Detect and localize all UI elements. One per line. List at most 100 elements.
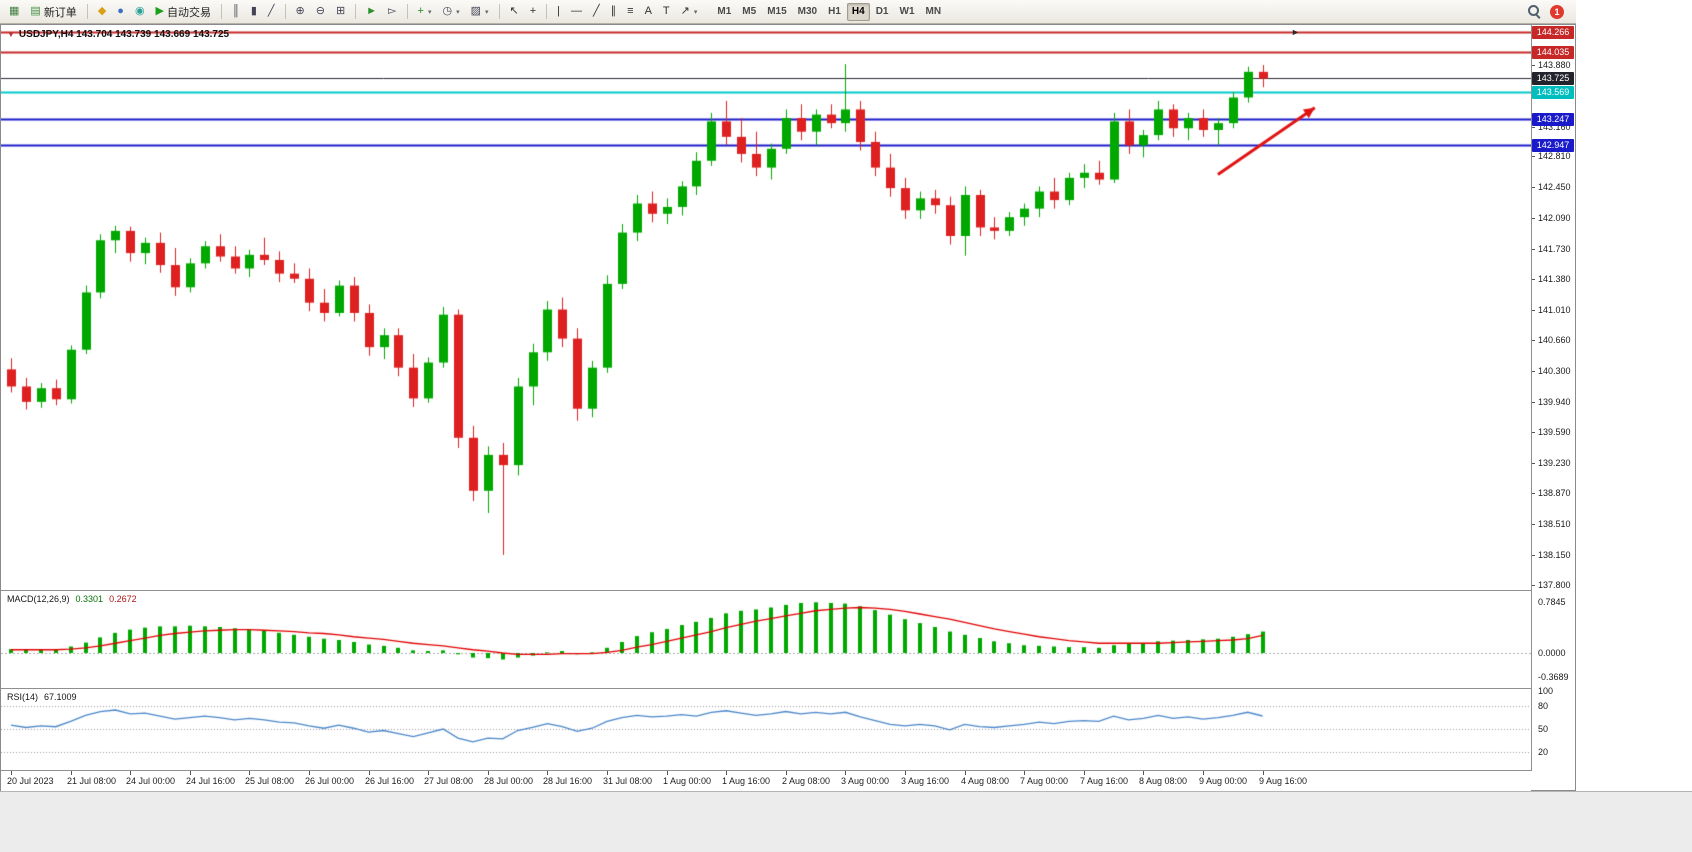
indicators-caret-icon: ▾	[427, 8, 432, 16]
timeframe-mn-button[interactable]: MN	[921, 3, 947, 21]
time-tick-mark	[428, 771, 429, 775]
price-tick-mark	[1532, 402, 1535, 403]
rsi-panel-canvas[interactable]	[1, 689, 1531, 770]
time-axis-label: 28 Jul 16:00	[543, 776, 593, 786]
price-level-box: 143.725	[1532, 72, 1574, 85]
macd-label: MACD(12,26,9) 0.3301 0.2672	[7, 594, 137, 604]
fibonacci-icon: ≡	[627, 5, 634, 17]
time-axis-label: 2 Aug 08:00	[782, 776, 831, 786]
profile-icon: ●	[117, 5, 124, 17]
toolbar-separator	[221, 4, 223, 19]
price-tick-label: 141.380	[1538, 274, 1571, 284]
trendline-button[interactable]: ╱	[588, 2, 605, 22]
timeframe-w1-button[interactable]: W1	[895, 3, 920, 21]
toolbar-right: 1	[1528, 4, 1572, 19]
new-order-button[interactable]: ▤ 新订单	[25, 2, 81, 22]
panel-separator[interactable]	[1, 688, 1575, 689]
cursor-button[interactable]: ↖	[505, 2, 524, 22]
time-tick-mark	[11, 771, 12, 775]
panel-separator[interactable]	[1, 590, 1575, 591]
vertical-line-button[interactable]: |	[552, 2, 565, 22]
new-chart-button[interactable]: ▦	[4, 2, 24, 22]
fibonacci-button[interactable]: ≡	[622, 2, 638, 22]
line-chart-button[interactable]: ╱	[263, 2, 280, 22]
profile-button[interactable]: ●	[112, 2, 129, 22]
price-level-box: 144.266	[1532, 26, 1574, 39]
autotrading-label: 自动交易	[167, 6, 212, 19]
timeframe-m1-button[interactable]: M1	[712, 3, 736, 21]
price-tick-label: 141.730	[1538, 244, 1571, 254]
time-tick-mark	[726, 771, 727, 775]
line-chart-icon: ╱	[267, 5, 275, 17]
time-tick-mark	[369, 771, 370, 775]
community-button[interactable]: ◉	[130, 2, 150, 22]
chart-shift-marker: ►	[1291, 27, 1300, 37]
candlestick-chart-button[interactable]: ▮	[246, 2, 262, 22]
crosshair-icon: +	[529, 5, 537, 17]
timeframe-m30-button[interactable]: M30	[793, 3, 822, 21]
horizontal-line-button[interactable]: —	[566, 2, 587, 22]
timeframe-h4-button[interactable]: H4	[846, 2, 870, 21]
macd-panel-canvas[interactable]	[1, 591, 1531, 688]
price-tick-mark	[1532, 187, 1535, 188]
time-axis-label: 21 Jul 08:00	[67, 776, 117, 786]
price-axis[interactable]: 143.880143.530143.160142.810142.450142.0…	[1532, 25, 1575, 771]
price-tick-label: 142.810	[1538, 151, 1571, 161]
timeframe-m15-button[interactable]: M15	[762, 3, 791, 21]
tile-windows-icon: ⊞	[335, 5, 346, 17]
toolbar-separator	[498, 4, 500, 19]
auto-scroll-button[interactable]: ►	[361, 2, 382, 22]
bar-chart-button[interactable]: ║	[227, 2, 245, 22]
timeframe-d1-button[interactable]: D1	[871, 3, 894, 21]
time-tick-mark	[130, 771, 131, 775]
macd-main-value: 0.3301	[75, 594, 104, 604]
candlestick-chart-icon: ▮	[250, 5, 257, 17]
price-level-box: 144.035	[1532, 46, 1574, 59]
cursor-icon: ↖	[509, 5, 519, 17]
equidistant-channel-button[interactable]: ∥	[606, 2, 622, 22]
time-axis[interactable]: 20 Jul 2023 21 Jul 08:00 24 Jul 00:00 24 Ju…	[1, 771, 1531, 791]
arrows-tool-caret-icon: ▾	[693, 8, 698, 16]
notification-badge[interactable]: 1	[1550, 4, 1564, 19]
autotrading-icon: ▶	[155, 5, 165, 17]
price-tick-label: 138.510	[1538, 519, 1571, 529]
chart-shift-button[interactable]: ▻	[383, 2, 401, 22]
periods-button[interactable]: ◷ ▾	[437, 2, 464, 22]
price-tick-mark	[1532, 585, 1535, 586]
price-level-box: 142.947	[1532, 139, 1574, 152]
time-tick-mark	[1084, 771, 1085, 775]
rsi-axis-label: 80	[1538, 701, 1549, 711]
equidistant-channel-icon: ∥	[610, 5, 617, 17]
tile-windows-button[interactable]: ⊞	[331, 2, 350, 22]
time-tick-mark	[845, 771, 846, 775]
price-tick-mark	[1532, 555, 1535, 556]
price-axis-border	[1531, 25, 1532, 771]
metaeditor-button[interactable]: ◆	[93, 2, 111, 22]
zoom-in-button[interactable]: ⊕	[291, 2, 310, 22]
macd-axis-label: 0.0000	[1538, 648, 1566, 658]
timeframe-h1-button[interactable]: H1	[823, 3, 846, 21]
autotrading-button[interactable]: ▶ 自动交易	[151, 2, 216, 22]
search-icon[interactable]	[1528, 5, 1541, 18]
bar-chart-icon: ║	[232, 5, 240, 17]
text-label-button[interactable]: T	[658, 2, 675, 22]
time-tick-mark	[607, 771, 608, 775]
crosshair-button[interactable]: +	[525, 2, 541, 22]
time-tick-mark	[249, 771, 250, 775]
templates-caret-icon: ▾	[485, 8, 489, 16]
panel-separator[interactable]	[1, 770, 1575, 771]
text-button[interactable]: A	[640, 2, 657, 22]
chart-shift-icon: ▻	[388, 5, 397, 17]
time-tick-mark	[190, 771, 191, 775]
rsi-axis-label: 20	[1538, 747, 1549, 757]
templates-button[interactable]: ▨ ▾	[466, 2, 494, 22]
auto-scroll-icon: ►	[366, 5, 378, 17]
timeframe-m5-button[interactable]: M5	[737, 3, 761, 21]
indicators-button[interactable]: + ▾	[413, 2, 437, 22]
zoom-out-button[interactable]: ⊖	[311, 2, 330, 22]
time-axis-label: 25 Jul 08:00	[245, 776, 295, 786]
main-chart-canvas[interactable]	[1, 25, 1531, 590]
price-tick-mark	[1532, 463, 1535, 464]
arrows-tool-button[interactable]: ↗ ▾	[676, 2, 703, 22]
